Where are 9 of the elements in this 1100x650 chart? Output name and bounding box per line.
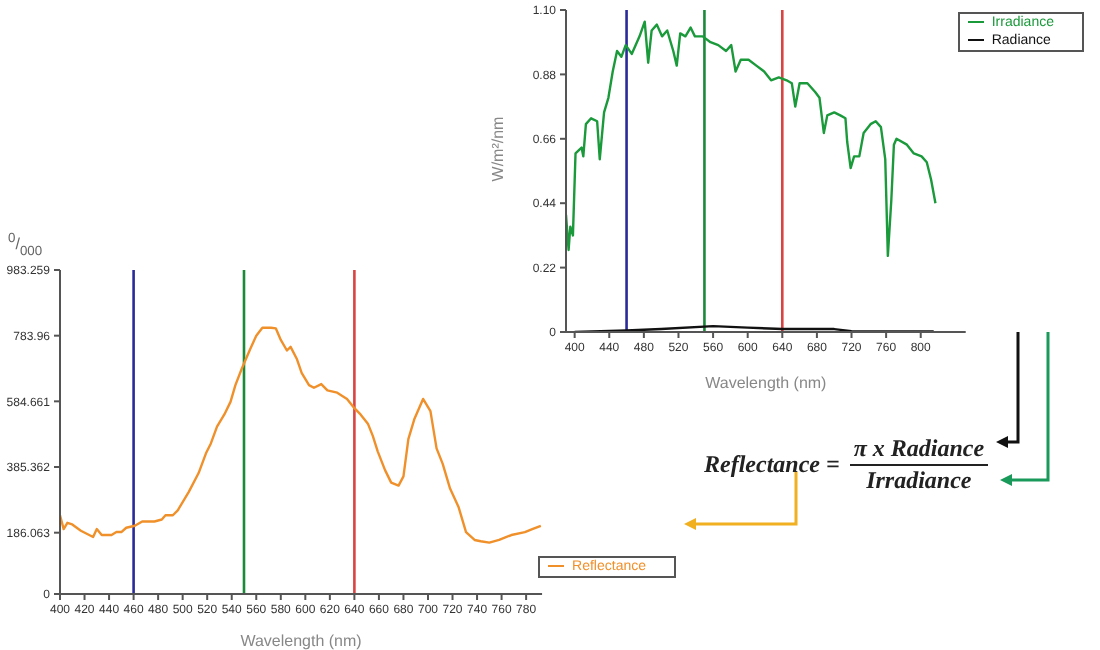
y-axis-title: $^{0}$/$_{000}$ <box>8 232 43 259</box>
text: π x Radiance <box>849 433 989 465</box>
line-series <box>60 326 543 544</box>
line-series <box>566 20 937 258</box>
text: Reflectance = <box>704 449 840 479</box>
x-axis-title: Wavelength (nm) <box>240 632 363 650</box>
y-axis-title: W/m²/nm <box>489 114 507 186</box>
text: Irradiance <box>866 465 972 495</box>
x-axis-title: Wavelength (nm) <box>705 374 828 392</box>
